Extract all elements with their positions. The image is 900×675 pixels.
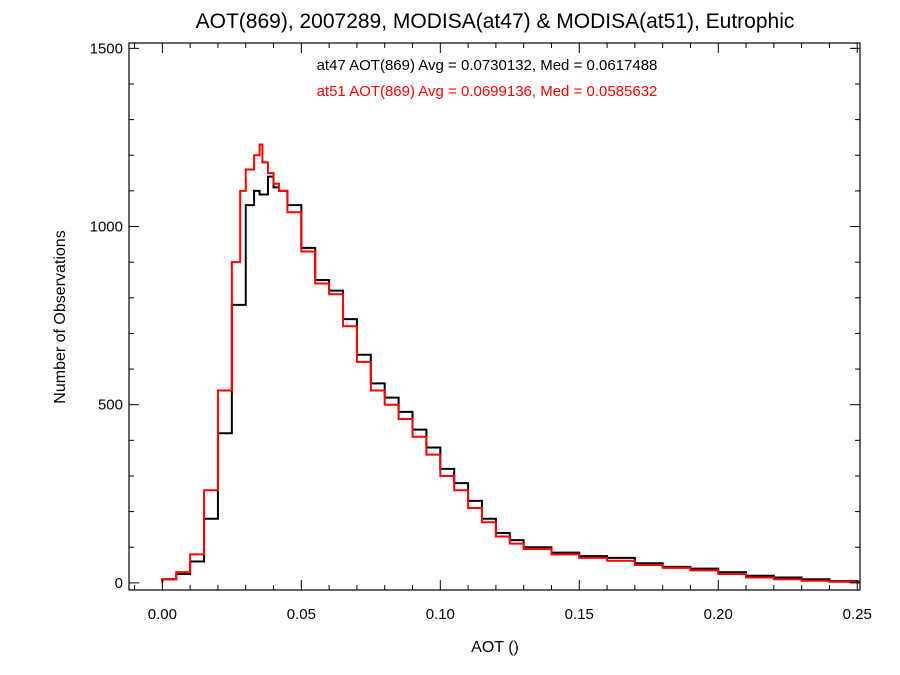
y-tick-label: 0 (115, 575, 123, 592)
x-tick-label: 0.05 (287, 606, 316, 623)
annotation-at51: at51 AOT(869) Avg = 0.0699136, Med = 0.0… (317, 83, 658, 100)
y-tick-label: 1000 (90, 219, 123, 236)
series-line-0 (161, 175, 860, 583)
x-tick-label: 0.25 (843, 606, 872, 623)
y-tick-label: 1500 (90, 40, 123, 57)
annotation-at47: at47 AOT(869) Avg = 0.0730132, Med = 0.0… (317, 57, 658, 74)
plot-frame (128, 42, 861, 591)
x-tick-label: 0.15 (565, 606, 594, 623)
y-axis-label: Number of Observations (52, 230, 69, 403)
x-tick-label: 0.00 (148, 606, 177, 623)
series-layer (161, 143, 860, 584)
x-axis-label: AOT () (471, 639, 519, 656)
tick-layer: 0.00 0.05 0.10 0.15 0.20 0.25 0 500 1000 1500 (90, 40, 872, 623)
y-tick-label: 500 (98, 397, 123, 414)
x-tick-label: 0.20 (704, 606, 733, 623)
chart-title: AOT(869), 2007289, MODISA(at47) & MODISA… (196, 10, 795, 33)
x-tick-label: 0.10 (426, 606, 455, 623)
series-line-1 (161, 143, 860, 584)
